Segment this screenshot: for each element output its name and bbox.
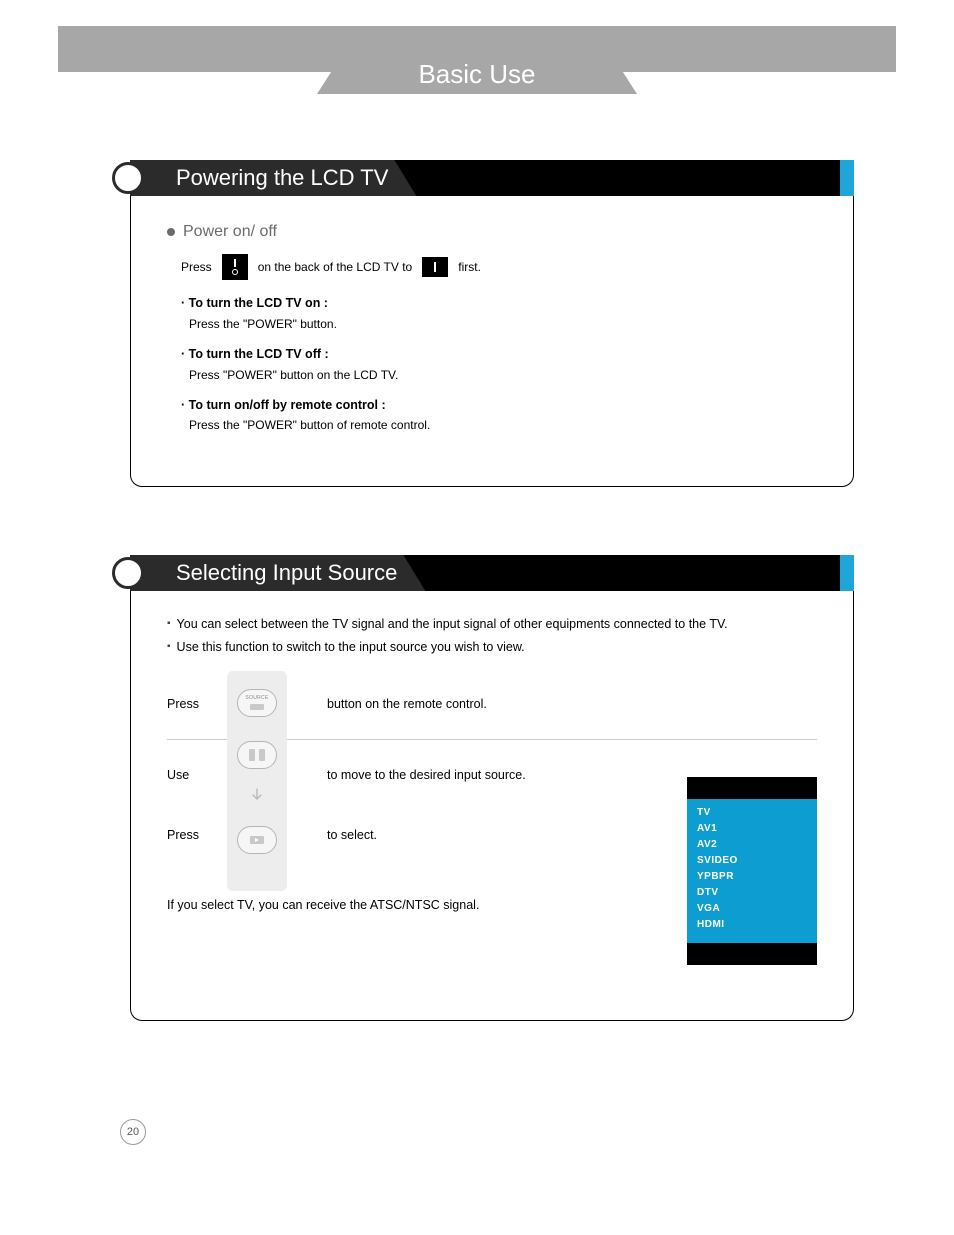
- menu-item: TV: [697, 805, 807, 821]
- control-area: SOURCE: [167, 677, 817, 915]
- section-header-tab: Selecting Input Source: [130, 555, 425, 591]
- enter-button-icon: [237, 826, 277, 854]
- source-menu: TV AV1 AV2 SVIDEO YPBPR DTV VGA HDMI: [687, 777, 817, 965]
- section-header: Powering the LCD TV: [130, 160, 854, 196]
- row-label: Use: [167, 766, 217, 785]
- menu-list: TV AV1 AV2 SVIDEO YPBPR DTV VGA HDMI: [687, 799, 817, 943]
- step-title: To turn the LCD TV off :: [181, 345, 817, 364]
- header-accent: [840, 160, 854, 196]
- step-desc: Press the "POWER" button.: [189, 315, 817, 333]
- step-item: To turn on/off by remote control : Press…: [181, 396, 817, 435]
- section-body: You can select between the TV signal and…: [130, 591, 854, 1021]
- source-label: SOURCE: [245, 695, 268, 703]
- menu-item: SVIDEO: [697, 853, 807, 869]
- bullet-content: Use this function to switch to the input…: [177, 638, 525, 657]
- press-text-a: Press: [181, 258, 212, 276]
- section-input-source: Selecting Input Source You can select be…: [130, 555, 854, 1021]
- menu-item: HDMI: [697, 917, 807, 933]
- header-bullet-icon: [112, 557, 144, 589]
- page-number: 20: [120, 1119, 146, 1145]
- menu-item: VGA: [697, 901, 807, 917]
- step-desc: Press "POWER" button on the LCD TV.: [189, 366, 817, 384]
- bullet-icon: [167, 228, 175, 236]
- section-title: Selecting Input Source: [176, 560, 397, 586]
- row-desc: to select.: [327, 826, 377, 845]
- section-title: Powering the LCD TV: [176, 165, 388, 191]
- step-desc: Press the "POWER" button of remote contr…: [189, 416, 817, 434]
- source-button-icon: SOURCE: [237, 689, 277, 717]
- step-item: To turn the LCD TV off : Press "POWER" b…: [181, 345, 817, 384]
- chapter-title: Basic Use: [418, 59, 535, 90]
- row-label: Press: [167, 695, 217, 714]
- row-label: Press: [167, 826, 217, 845]
- section-powering: Powering the LCD TV Power on/ off Press …: [130, 160, 854, 487]
- remote-button-column: SOURCE: [227, 671, 287, 891]
- header-bullet-icon: [112, 162, 144, 194]
- power-on-icon: [422, 257, 448, 277]
- power-switch-icon: [222, 254, 248, 280]
- row-desc: to move to the desired input source.: [327, 766, 526, 785]
- menu-item: YPBPR: [697, 869, 807, 885]
- bullet-text: You can select between the TV signal and…: [167, 615, 817, 634]
- updown-button-icon: [237, 741, 277, 769]
- press-text-c: first.: [458, 258, 481, 276]
- section-header: Selecting Input Source: [130, 555, 854, 591]
- intro-bullets: You can select between the TV signal and…: [167, 615, 817, 657]
- press-line: Press on the back of the LCD TV to first…: [181, 254, 817, 280]
- step-item: To turn the LCD TV on : Press the "POWER…: [181, 294, 817, 333]
- bullet-content: You can select between the TV signal and…: [177, 615, 728, 634]
- press-text-b: on the back of the LCD TV to: [258, 258, 413, 276]
- header-accent: [840, 555, 854, 591]
- section-body: Power on/ off Press on the back of the L…: [130, 196, 854, 487]
- step-title: To turn the LCD TV on :: [181, 294, 817, 313]
- chapter-banner: Basic Use: [317, 54, 637, 94]
- step-title: To turn on/off by remote control :: [181, 396, 817, 415]
- section-header-tab: Powering the LCD TV: [130, 160, 416, 196]
- row-desc: button on the remote control.: [327, 695, 487, 714]
- subhead-text: Power on/ off: [183, 220, 277, 244]
- menu-item: DTV: [697, 885, 807, 901]
- menu-footer: [687, 943, 817, 965]
- menu-item: AV1: [697, 821, 807, 837]
- arrow-down-icon: [250, 787, 264, 808]
- bullet-text: Use this function to switch to the input…: [167, 638, 817, 657]
- menu-header: [687, 777, 817, 799]
- menu-item: AV2: [697, 837, 807, 853]
- subhead: Power on/ off: [167, 220, 817, 244]
